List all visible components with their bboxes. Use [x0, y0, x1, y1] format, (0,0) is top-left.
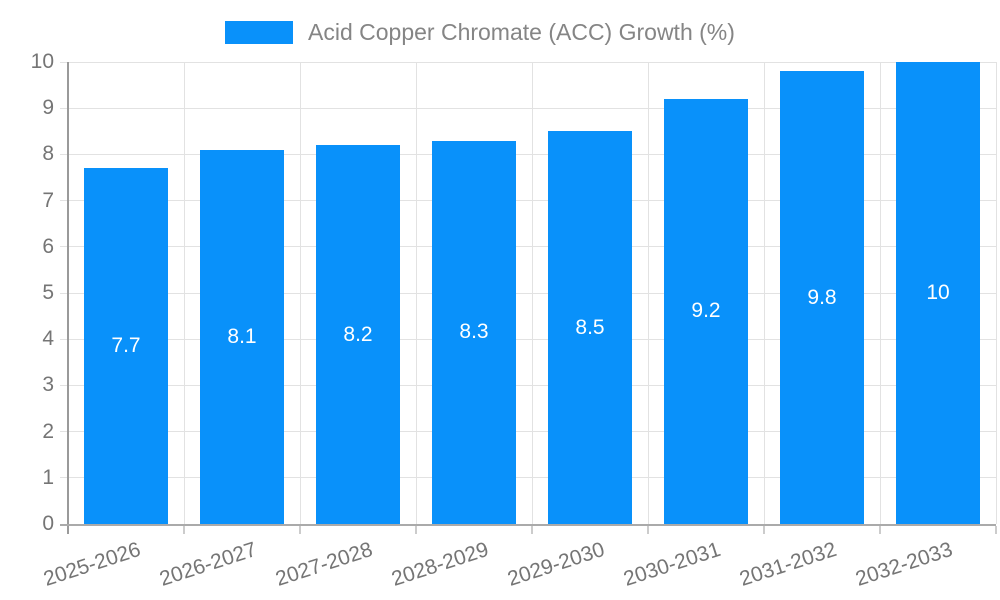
bar: [84, 168, 168, 524]
h-gridline: [60, 153, 996, 155]
y-axis-label: 2: [42, 419, 54, 443]
bar: [200, 149, 284, 524]
bar-value-label: 8.5: [575, 315, 605, 339]
bar-value-label: 8.1: [227, 324, 257, 348]
v-gridline: [763, 62, 765, 524]
legend-swatch-icon: [225, 21, 293, 44]
bar-value-label: 8.2: [343, 322, 373, 346]
x-axis-tick-mark: [299, 526, 301, 534]
y-axis-label: 4: [42, 327, 54, 351]
y-axis-label: 8: [42, 142, 54, 166]
h-gridline: [60, 384, 996, 386]
v-gridline: [415, 62, 417, 524]
bar-value-label: 8.3: [459, 320, 489, 344]
y-axis-label: 1: [42, 465, 54, 489]
y-axis-label: 5: [42, 281, 54, 304]
y-axis-label: 3: [42, 373, 54, 397]
v-gridline: [299, 62, 301, 524]
x-axis-tick-mark: [647, 526, 649, 534]
bar-value-label: 9.8: [807, 285, 837, 309]
y-axis-label: 0: [42, 512, 54, 535]
bar-value-label: 9.2: [691, 299, 721, 323]
v-gridline: [183, 62, 185, 524]
h-gridline: [60, 338, 996, 340]
bar: [664, 98, 748, 524]
bar: [432, 140, 516, 524]
x-axis-tick-mark: [531, 526, 533, 534]
bar: [780, 71, 864, 524]
v-gridline: [879, 62, 881, 524]
legend-item[interactable]: Acid Copper Chromate (ACC) Growth (%): [225, 19, 735, 46]
x-axis-line: [60, 524, 996, 526]
h-gridline: [60, 107, 996, 109]
h-gridline: [60, 292, 996, 294]
bar-value-label: 10: [926, 281, 950, 304]
h-gridline: [60, 431, 996, 433]
y-axis-label: 7: [42, 188, 54, 212]
y-axis-label: 6: [42, 234, 54, 258]
bar: [548, 131, 632, 524]
x-axis-tick-mark: [763, 526, 765, 534]
legend-label: Acid Copper Chromate (ACC) Growth (%): [308, 19, 735, 45]
x-axis-tick-mark: [183, 526, 185, 534]
x-axis-tick-mark: [415, 526, 417, 534]
y-axis-label: 10: [30, 50, 54, 73]
h-gridline: [60, 477, 996, 479]
v-gridline: [647, 62, 649, 524]
bar-value-label: 7.7: [111, 334, 141, 358]
h-gridline: [60, 200, 996, 202]
v-gridline: [531, 62, 533, 524]
h-gridline: [60, 61, 996, 63]
y-axis-line: [66, 62, 69, 534]
x-axis-tick-mark: [995, 526, 997, 534]
bar: [316, 145, 400, 524]
v-gridline: [995, 62, 997, 524]
bar: [896, 62, 980, 524]
y-axis-label: 9: [42, 96, 54, 120]
h-gridline: [60, 246, 996, 248]
x-axis-tick-mark: [879, 526, 881, 534]
